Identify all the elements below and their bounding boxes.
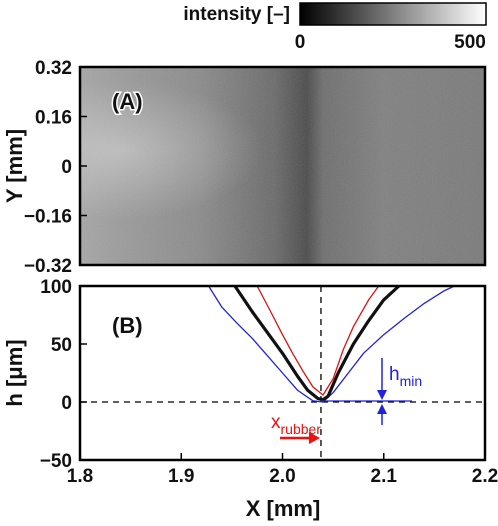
h-min-label: hmin	[389, 364, 422, 389]
intensity-noise	[80, 67, 485, 265]
panel-b-x-tick-label: 2.2	[472, 466, 498, 487]
colorbar-label: intensity [–]	[183, 4, 290, 25]
x-rubber-label: xrubber	[271, 412, 321, 437]
panel-a: (A) 0.32 0.16 0 −0.16 −0.32 Y [mm]	[2, 58, 487, 277]
colorbar-gradient	[299, 2, 487, 26]
series-line	[208, 285, 455, 403]
panel-b-x-axis-title: X [mm]	[246, 496, 321, 521]
series-line	[256, 285, 380, 396]
panel-b-y-tick-label: −50	[40, 451, 72, 472]
panel-b-y-tick-label: 100	[40, 277, 72, 298]
panel-a-y-tick-label: 0.32	[35, 58, 72, 79]
panel-b-label: (B)	[112, 313, 143, 338]
panel-a-y-tick-label: 0.16	[35, 108, 72, 129]
series-line	[233, 284, 400, 402]
panel-b-x-tick-label: 2.0	[269, 466, 295, 487]
h-min-arrow-up-head	[377, 404, 387, 414]
panel-a-label: (A)	[112, 89, 143, 114]
panel-a-y-tick-label: −0.32	[24, 256, 72, 277]
colorbar-min-label: 0	[295, 32, 306, 53]
panel-b-x-tick-label: 2.1	[371, 466, 398, 487]
x-rubber-arrow-head	[308, 432, 320, 444]
colorbar: intensity [–] 0 500	[183, 2, 487, 53]
panel-a-y-ticks: 0.32 0.16 0 −0.16 −0.32	[24, 58, 87, 277]
panel-b-y-tick-label: 0	[61, 393, 72, 414]
panel-a-y-tick-label: 0	[61, 157, 72, 178]
panel-b-plot-area	[80, 284, 485, 460]
h-min-arrow-down-head	[377, 390, 387, 400]
colorbar-max-label: 500	[454, 32, 486, 53]
panel-b-x-tick-label: 1.8	[67, 466, 93, 487]
panel-b-x-tick-label: 1.9	[168, 466, 194, 487]
panel-a-y-tick-label: −0.16	[24, 207, 72, 228]
panel-b-x-ticks: 1.8 1.9 2.0 2.1 2.2	[67, 453, 498, 487]
panel-b-y-ticks: 100 50 0 −50	[40, 277, 87, 472]
panel-a-y-axis-title: Y [mm]	[2, 129, 27, 203]
panel-b-y-axis-title: h [μm]	[2, 339, 27, 406]
panel-b: (B) 1.8 1.9 2.0 2.1 2.2 100 50 0 −50 X [mm] h […	[2, 277, 498, 521]
panel-b-y-tick-label: 50	[51, 335, 72, 356]
